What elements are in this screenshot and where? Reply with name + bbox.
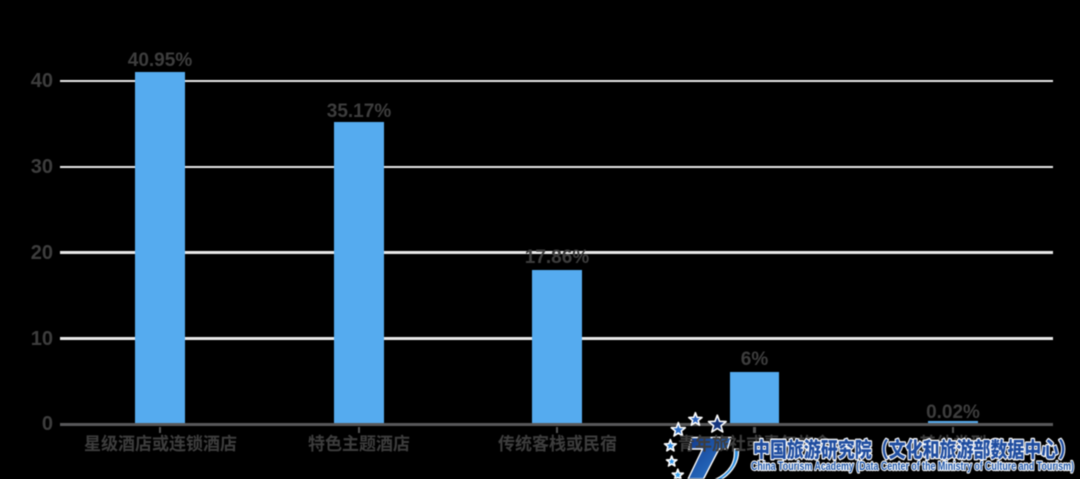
svg-text:China Tourism Academy (Data Ce: China Tourism Academy (Data Center of th…	[751, 461, 1074, 473]
